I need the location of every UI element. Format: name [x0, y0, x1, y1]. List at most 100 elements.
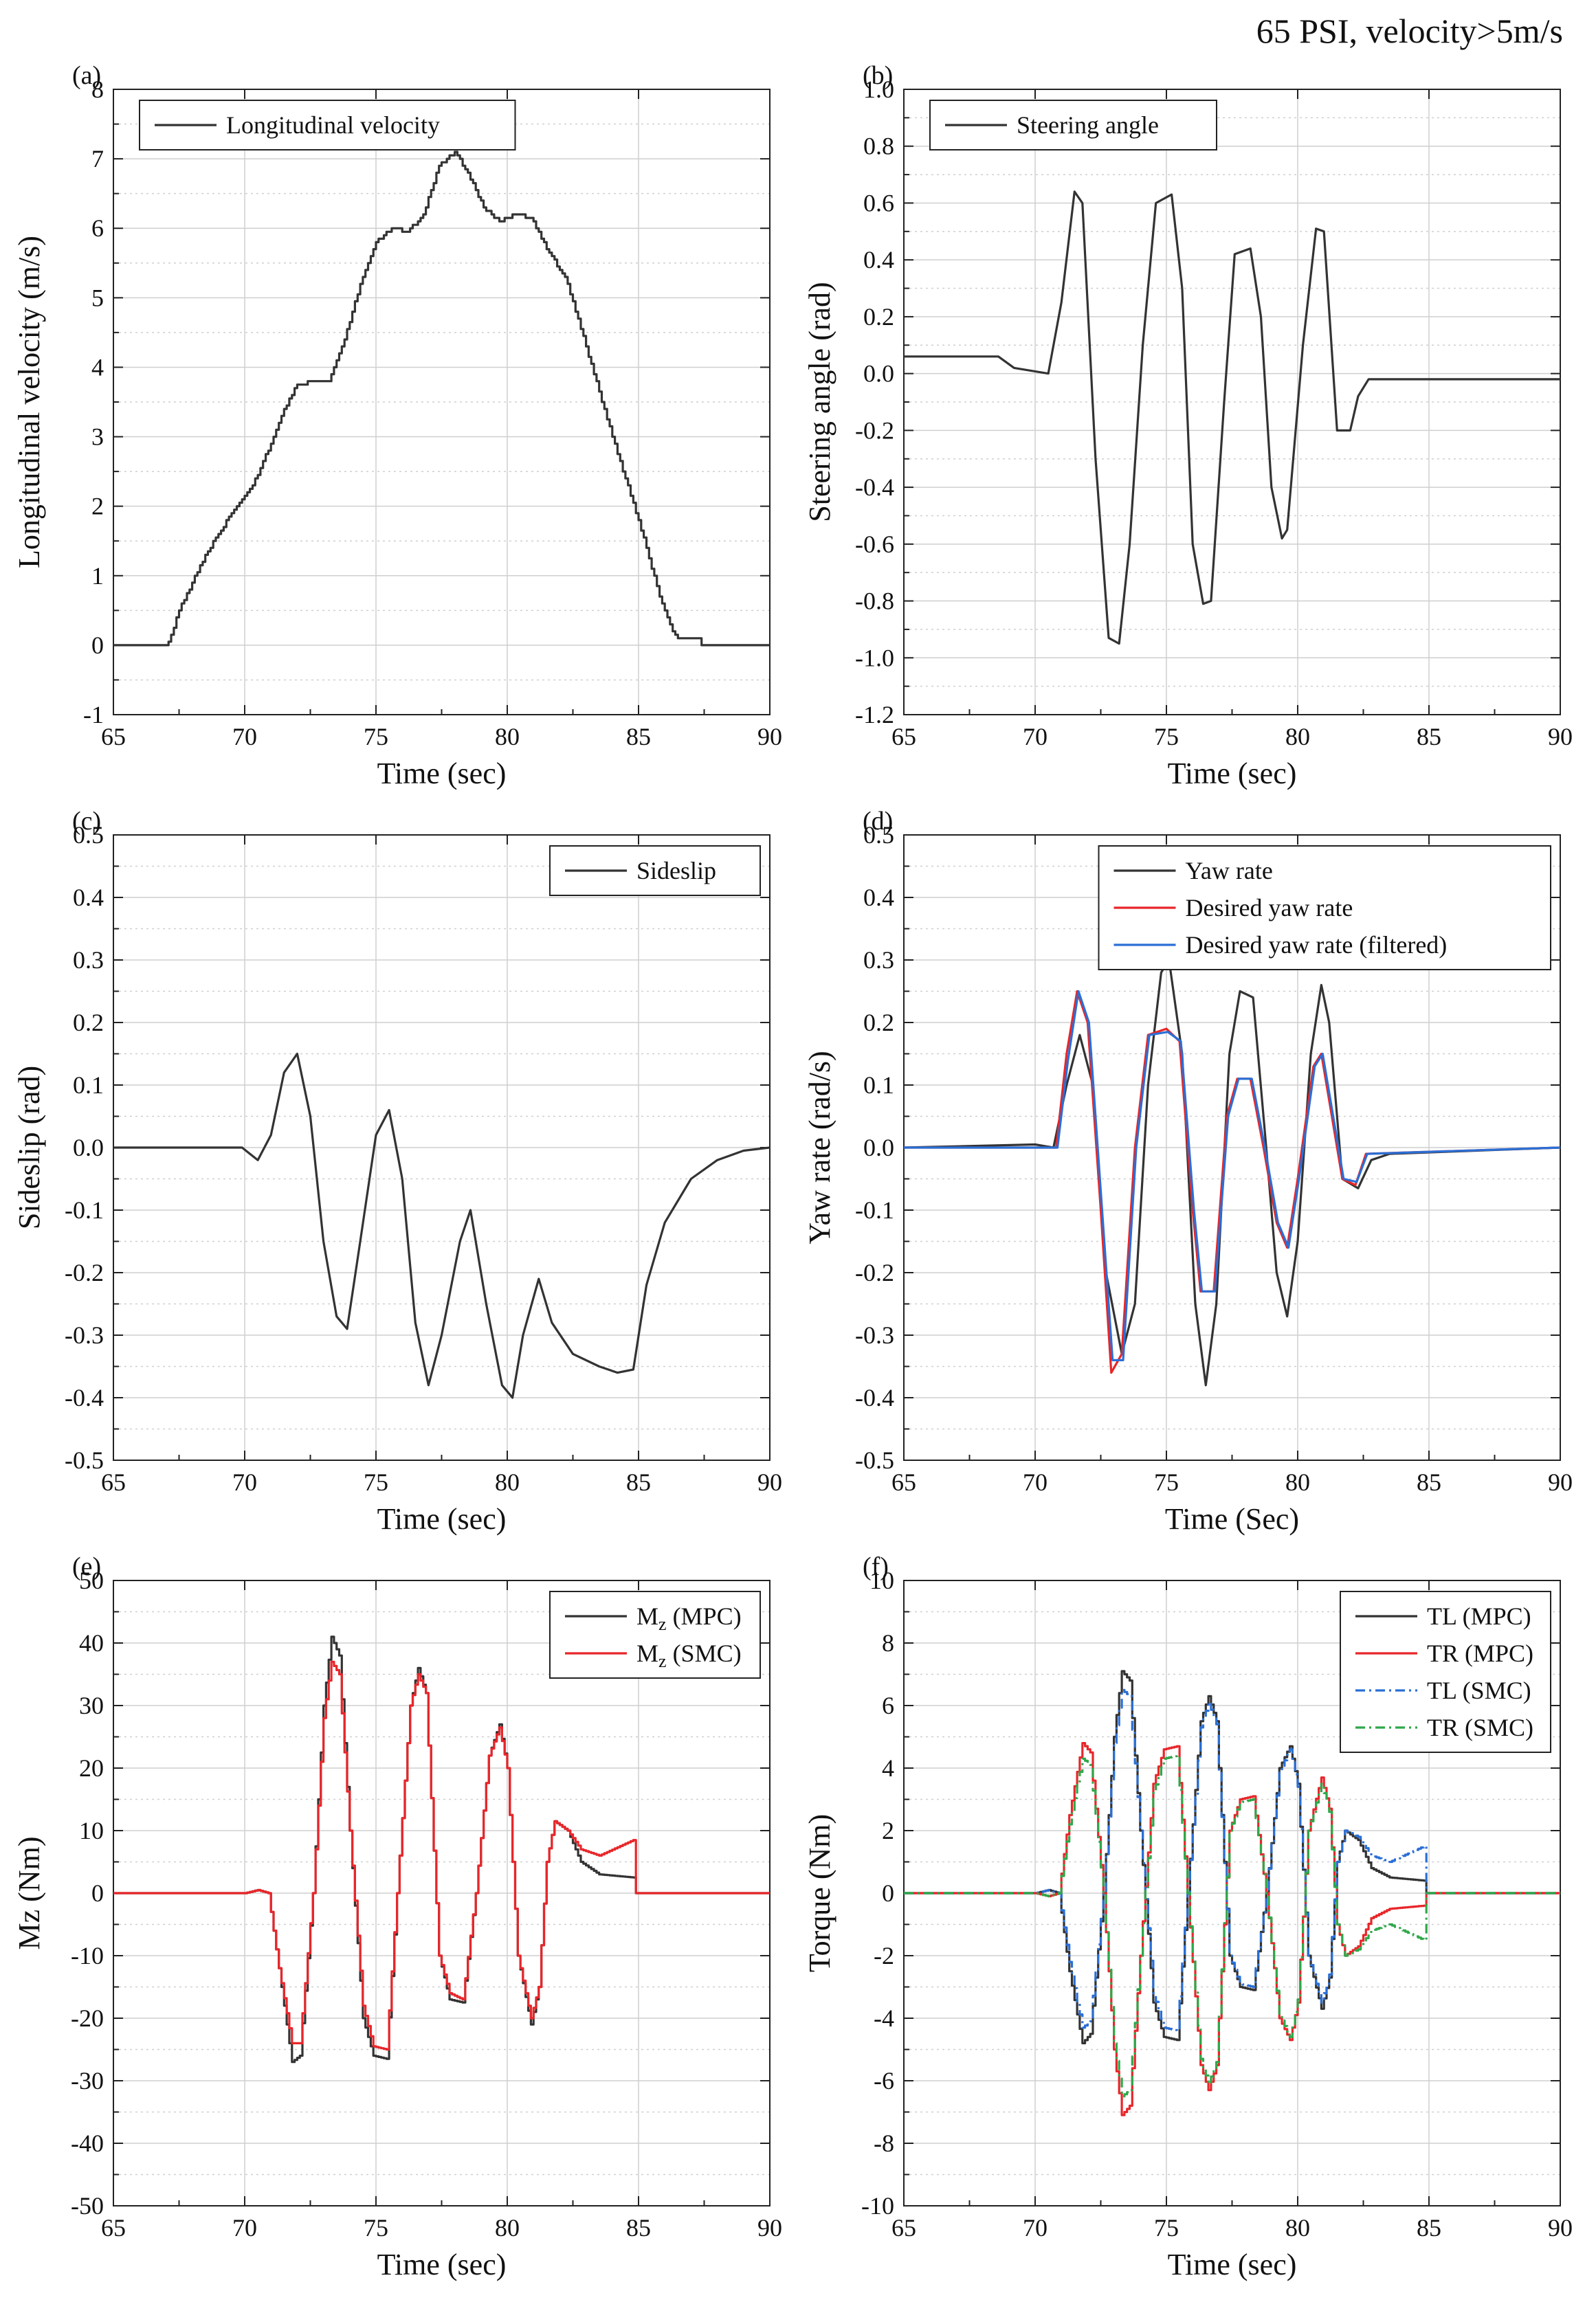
x-axis-label: Time (sec) [377, 757, 507, 790]
series-line-f-1 [904, 1670, 1560, 2044]
series-line-e-2 [113, 1660, 770, 2051]
y-tick-label: 8 [91, 76, 104, 103]
series-line-f-4 [904, 1754, 1560, 2098]
y-tick-label: 30 [79, 1692, 104, 1719]
y-tick-label: -0.5 [855, 1446, 894, 1474]
y-axis-label: Yaw rate (rad/s) [803, 1051, 836, 1244]
x-tick-label: 90 [1548, 2214, 1573, 2242]
y-tick-label: 0 [91, 1879, 104, 1907]
y-tick-label: 0.2 [73, 1009, 104, 1036]
x-tick-label: 90 [757, 1468, 782, 1496]
x-tick-label: 85 [1417, 723, 1441, 750]
x-tick-label: 70 [232, 1468, 257, 1496]
y-tick-label: -20 [71, 2004, 104, 2032]
y-tick-label: 50 [79, 1567, 104, 1594]
y-tick-label: 6 [882, 1692, 894, 1719]
y-tick-label: 0.2 [863, 303, 894, 331]
y-axis-label: Longitudinal velocity (m/s) [12, 236, 46, 568]
series-line-c-1 [113, 1052, 770, 1399]
series-line-e-1 [113, 1635, 770, 2064]
y-tick-label: -1.0 [855, 644, 894, 671]
legend-entry: Mz (MPC) [636, 1602, 742, 1634]
figure-header: 65 PSI, velocity>5m/s [1256, 12, 1563, 50]
x-axis-label: Time (sec) [377, 1502, 507, 1536]
y-tick-label: -0.4 [855, 1384, 894, 1411]
chart-panel-d: 65 70 75 80 85 90 -0.5 -0.4 -0.3 -0.2 -0.1 0.0 0.1 0.… [803, 807, 1573, 1536]
legend-entry: Yaw rate [1186, 857, 1273, 884]
chart-panel-f: 65 70 75 80 85 90 -10 -8 -6 -4 -2 0 2 4 6 8 10 Time (sec)… [803, 1552, 1573, 2281]
chart-panel-b: 65 70 75 80 85 90 -1.2 -1.0 -0.8 -0.6 -0.4 -0.2 0.0 0… [803, 61, 1573, 790]
y-tick-label: -1.2 [855, 701, 894, 728]
legend: Yaw rate Desired yaw rate Desired yaw rate… [1098, 845, 1551, 970]
x-tick-label: 70 [1023, 1468, 1048, 1496]
x-tick-label: 85 [1417, 1468, 1441, 1496]
legend-entry: TL (SMC) [1427, 1677, 1531, 1704]
series-line-d-3 [904, 990, 1560, 1361]
panel-label: (f) [863, 1552, 889, 1581]
y-tick-label: -6 [874, 2067, 894, 2094]
x-tick-label: 85 [626, 1468, 651, 1496]
x-tick-label: 75 [1154, 2214, 1179, 2242]
series-line-f-2 [904, 1742, 1560, 2116]
panel-label: (e) [72, 1552, 101, 1581]
x-tick-label: 80 [1285, 1468, 1310, 1496]
x-tick-label: 80 [1285, 2214, 1310, 2242]
x-tick-label: 80 [1285, 723, 1310, 750]
y-tick-label: 0.1 [73, 1071, 104, 1099]
x-tick-label: 90 [757, 723, 782, 750]
x-tick-label: 65 [891, 1468, 916, 1496]
x-tick-label: 65 [101, 1468, 126, 1496]
chart-panel-a: 65 70 75 80 85 90 -1 0 1 2 3 4 5 6 7 8 Time (sec) Longitu… [12, 61, 782, 790]
panel-label: (a) [72, 61, 101, 90]
y-axis-label: Torque (Nm) [803, 1814, 836, 1972]
legend-entry: TR (MPC) [1427, 1640, 1533, 1667]
y-tick-label: -0.4 [65, 1384, 104, 1411]
series-line-f-3 [904, 1688, 1560, 2032]
x-tick-label: 65 [101, 2214, 126, 2242]
y-tick-label: -0.6 [855, 530, 894, 558]
y-tick-label: 8 [882, 1629, 894, 1657]
y-tick-label: -0.8 [855, 588, 894, 615]
y-tick-label: -1 [83, 701, 104, 728]
y-tick-label: 2 [882, 1817, 894, 1844]
y-tick-label: -40 [71, 2130, 104, 2157]
legend: Sideslip [549, 845, 761, 896]
y-tick-label: 20 [79, 1754, 104, 1782]
y-tick-label: -0.2 [65, 1259, 104, 1286]
series-line-a-1 [113, 150, 770, 647]
y-tick-label: -2 [874, 1942, 894, 1969]
legend: Mz (MPC) Mz (SMC) [549, 1591, 761, 1679]
legend: TL (MPC) TR (MPC) TL (SMC) TR (SMC) [1340, 1591, 1551, 1753]
y-axis-label: Sideslip (rad) [12, 1066, 46, 1229]
x-tick-label: 70 [232, 2214, 257, 2242]
x-tick-label: 70 [1023, 723, 1048, 750]
y-tick-label: -50 [71, 2192, 104, 2220]
x-tick-label: 90 [757, 2214, 782, 2242]
legend-entry: Desired yaw rate [1186, 894, 1353, 921]
y-axis-label: Steering angle (rad) [803, 282, 836, 522]
chart-panel-e: 65 70 75 80 85 90 -50 -40 -30 -20 -10 0 10 20 30 40 50 Ti… [12, 1552, 782, 2281]
y-tick-label: 0.5 [863, 821, 894, 849]
y-tick-label: 0.0 [863, 360, 894, 388]
y-tick-label: 0.6 [863, 189, 894, 216]
x-tick-label: 75 [1154, 723, 1179, 750]
y-tick-label: 0.0 [863, 1134, 894, 1161]
y-tick-label: -4 [874, 2004, 894, 2032]
y-tick-label: 6 [91, 214, 104, 242]
y-tick-label: -10 [71, 1942, 104, 1969]
legend-box [1340, 1591, 1551, 1753]
x-axis-label: Time (sec) [1168, 757, 1297, 790]
y-tick-label: 0.4 [73, 884, 104, 911]
y-tick-label: 10 [869, 1567, 894, 1594]
chart-panel-c: 65 70 75 80 85 90 -0.5 -0.4 -0.3 -0.2 -0.1 0.0 0.1 0.… [12, 807, 782, 1536]
x-axis-label: Time (sec) [377, 2248, 507, 2281]
y-axis-label: Mz (Nm) [12, 1837, 46, 1950]
x-tick-label: 75 [364, 1468, 388, 1496]
legend-box [549, 1591, 761, 1679]
legend: Longitudinal velocity [139, 100, 516, 150]
x-tick-label: 80 [495, 1468, 520, 1496]
y-tick-label: -0.1 [65, 1196, 104, 1224]
y-tick-label: -0.5 [65, 1446, 104, 1474]
y-tick-label: -0.3 [65, 1321, 104, 1349]
